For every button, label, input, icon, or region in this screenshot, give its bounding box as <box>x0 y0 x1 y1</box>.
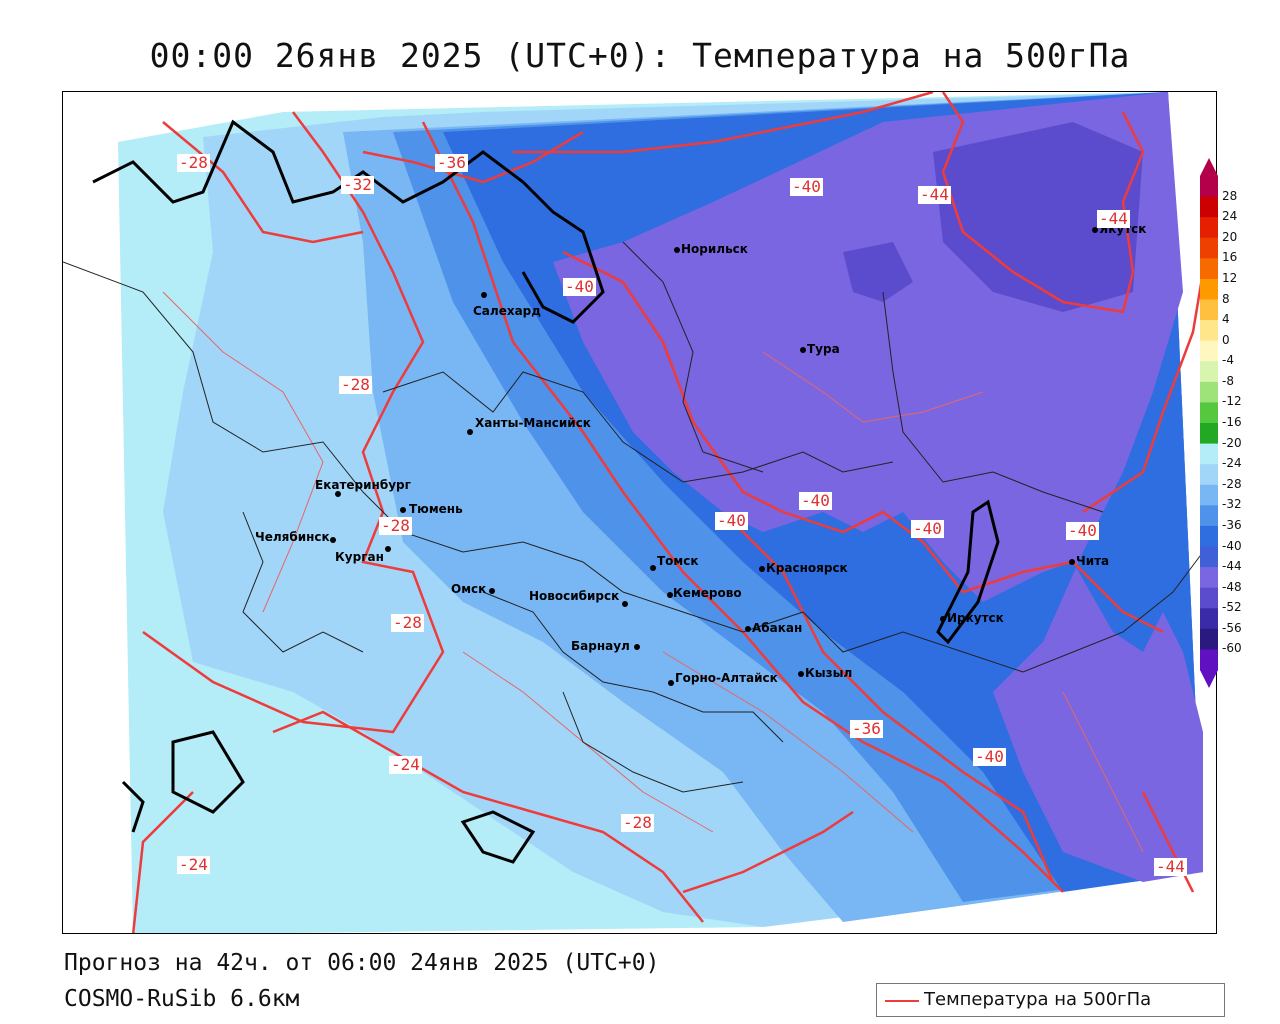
colorbar-tick-label: -52 <box>1222 600 1242 615</box>
colorbar-segment <box>1200 237 1218 259</box>
colorbar-segment <box>1200 464 1218 486</box>
colorbar-segment <box>1200 381 1218 403</box>
city-label: Чита <box>1076 554 1110 568</box>
colorbar-segment <box>1200 176 1218 198</box>
colorbar-segment <box>1200 299 1218 321</box>
city-label: Кызыл <box>805 666 853 680</box>
contour-label: -36 <box>850 719 883 738</box>
contour-label: -40 <box>911 519 944 538</box>
colorbar-segment <box>1200 587 1218 609</box>
city-label: Красноярск <box>766 561 848 575</box>
city-label: Томск <box>657 554 699 568</box>
contour-label: -44 <box>1097 209 1130 228</box>
contour-label: -44 <box>1154 857 1187 876</box>
colorbar-segment <box>1200 484 1218 506</box>
colorbar-segment <box>1200 258 1218 280</box>
colorbar-tick-label: -20 <box>1222 435 1242 450</box>
colorbar-tick-label: 24 <box>1222 209 1238 224</box>
colorbar-tick-label: -32 <box>1222 497 1242 512</box>
contour-label: -40 <box>563 277 596 296</box>
contour-label: -24 <box>177 855 210 874</box>
colorbar-segment <box>1200 278 1218 300</box>
contour-label: -40 <box>799 491 832 510</box>
colorbar-segment <box>1200 402 1218 424</box>
temperature-map <box>63 92 1205 933</box>
contour-label: -40 <box>715 511 748 530</box>
contour-label: -24 <box>389 755 422 774</box>
legend-label: Температура на 500гПа <box>924 989 1152 1010</box>
colorbar-tick-label: -56 <box>1222 620 1242 635</box>
contour-label: -28 <box>339 375 372 394</box>
colorbar-segment <box>1200 567 1218 589</box>
map-title: 00:00 26янв 2025 (UTC+0): Температура на… <box>149 36 1131 75</box>
city-label: Кемерово <box>673 586 742 600</box>
city-label: Новосибирск <box>529 589 620 603</box>
colorbar-tick-label: -24 <box>1222 456 1242 471</box>
contour-label: -28 <box>621 813 654 832</box>
colorbar-tick-label: 12 <box>1222 270 1238 285</box>
colorbar-tick-label: -40 <box>1222 538 1242 553</box>
colorbar-segment <box>1200 525 1218 547</box>
colorbar-tick-label: -44 <box>1222 559 1242 574</box>
contour-label: -28 <box>379 516 412 535</box>
colorbar-bottom-arrow <box>1200 670 1218 688</box>
city-label: Екатеринбург <box>315 478 411 492</box>
colorbar-tick-label: -48 <box>1222 579 1242 594</box>
city-label: Салехард <box>473 304 541 318</box>
map-area[interactable]: Норильск Якутск Салехард Тура Ханты-Мансийск… <box>62 91 1217 934</box>
model-name: COSMO-RuSib 6.6км <box>64 986 300 1012</box>
colorbar-segment <box>1200 361 1218 383</box>
city-label: Тюмень <box>409 502 463 516</box>
city-label: Барнаул <box>571 639 630 653</box>
colorbar-tick-label: -12 <box>1222 394 1242 409</box>
colorbar-tick-label: -60 <box>1222 641 1242 656</box>
colorbar-tick-label: -36 <box>1222 517 1242 532</box>
colorbar-segment <box>1200 443 1218 465</box>
contour-label: -28 <box>177 153 210 172</box>
colorbar-tick-label: 0 <box>1222 332 1230 347</box>
colorbar-segment <box>1200 649 1218 671</box>
colorbar-tick-label: 20 <box>1222 229 1238 244</box>
city-label: Тура <box>807 342 840 356</box>
city-label: Горно-Алтайск <box>675 671 778 685</box>
contour-label: -28 <box>391 613 424 632</box>
contour-label: -40 <box>1066 521 1099 540</box>
colorbar-scale <box>1200 158 1218 688</box>
city-label: Абакан <box>752 621 803 635</box>
colorbar-segment <box>1200 423 1218 445</box>
contour-label: -44 <box>918 185 951 204</box>
contour-label: -36 <box>435 153 468 172</box>
city-label: Омск <box>451 582 487 596</box>
colorbar-top-arrow <box>1200 158 1218 176</box>
colorbar-segment <box>1200 340 1218 362</box>
colorbar-tick-label: -16 <box>1222 415 1242 429</box>
colorbar-segment <box>1200 217 1218 239</box>
colorbar-segment <box>1200 608 1218 630</box>
contour-label: -40 <box>973 747 1006 766</box>
colorbar-segment <box>1200 196 1218 218</box>
legend: Температура на 500гПа <box>876 983 1225 1017</box>
legend-line-swatch <box>885 1000 919 1002</box>
contour-label: -32 <box>341 175 374 194</box>
colorbar-segment <box>1200 505 1218 527</box>
forecast-info: Прогноз на 42ч. от 06:00 24янв 2025 (UTC… <box>64 950 660 976</box>
city-label: Курган <box>335 550 384 564</box>
city-label: Иркутск <box>947 611 1004 625</box>
colorbar-tick-label: 16 <box>1222 250 1238 265</box>
city-label: Норильск <box>681 242 748 256</box>
city-label: Челябинск <box>255 530 330 544</box>
colorbar-segment <box>1200 546 1218 568</box>
contour-label: -40 <box>790 177 823 196</box>
colorbar-tick-label: 28 <box>1222 188 1238 203</box>
colorbar-segment <box>1200 628 1218 650</box>
colorbar-tick-label: -8 <box>1222 373 1234 388</box>
colorbar-tick-label: -28 <box>1222 476 1242 491</box>
colorbar-segment <box>1200 320 1218 342</box>
zone-44 <box>933 122 1143 312</box>
colorbar-tick-label: 8 <box>1222 291 1230 306</box>
city-dots <box>330 227 1098 686</box>
colorbar-tick-label: 4 <box>1222 312 1230 327</box>
colorbar-tick-label: -4 <box>1222 353 1234 368</box>
city-label: Ханты-Мансийск <box>475 416 591 430</box>
